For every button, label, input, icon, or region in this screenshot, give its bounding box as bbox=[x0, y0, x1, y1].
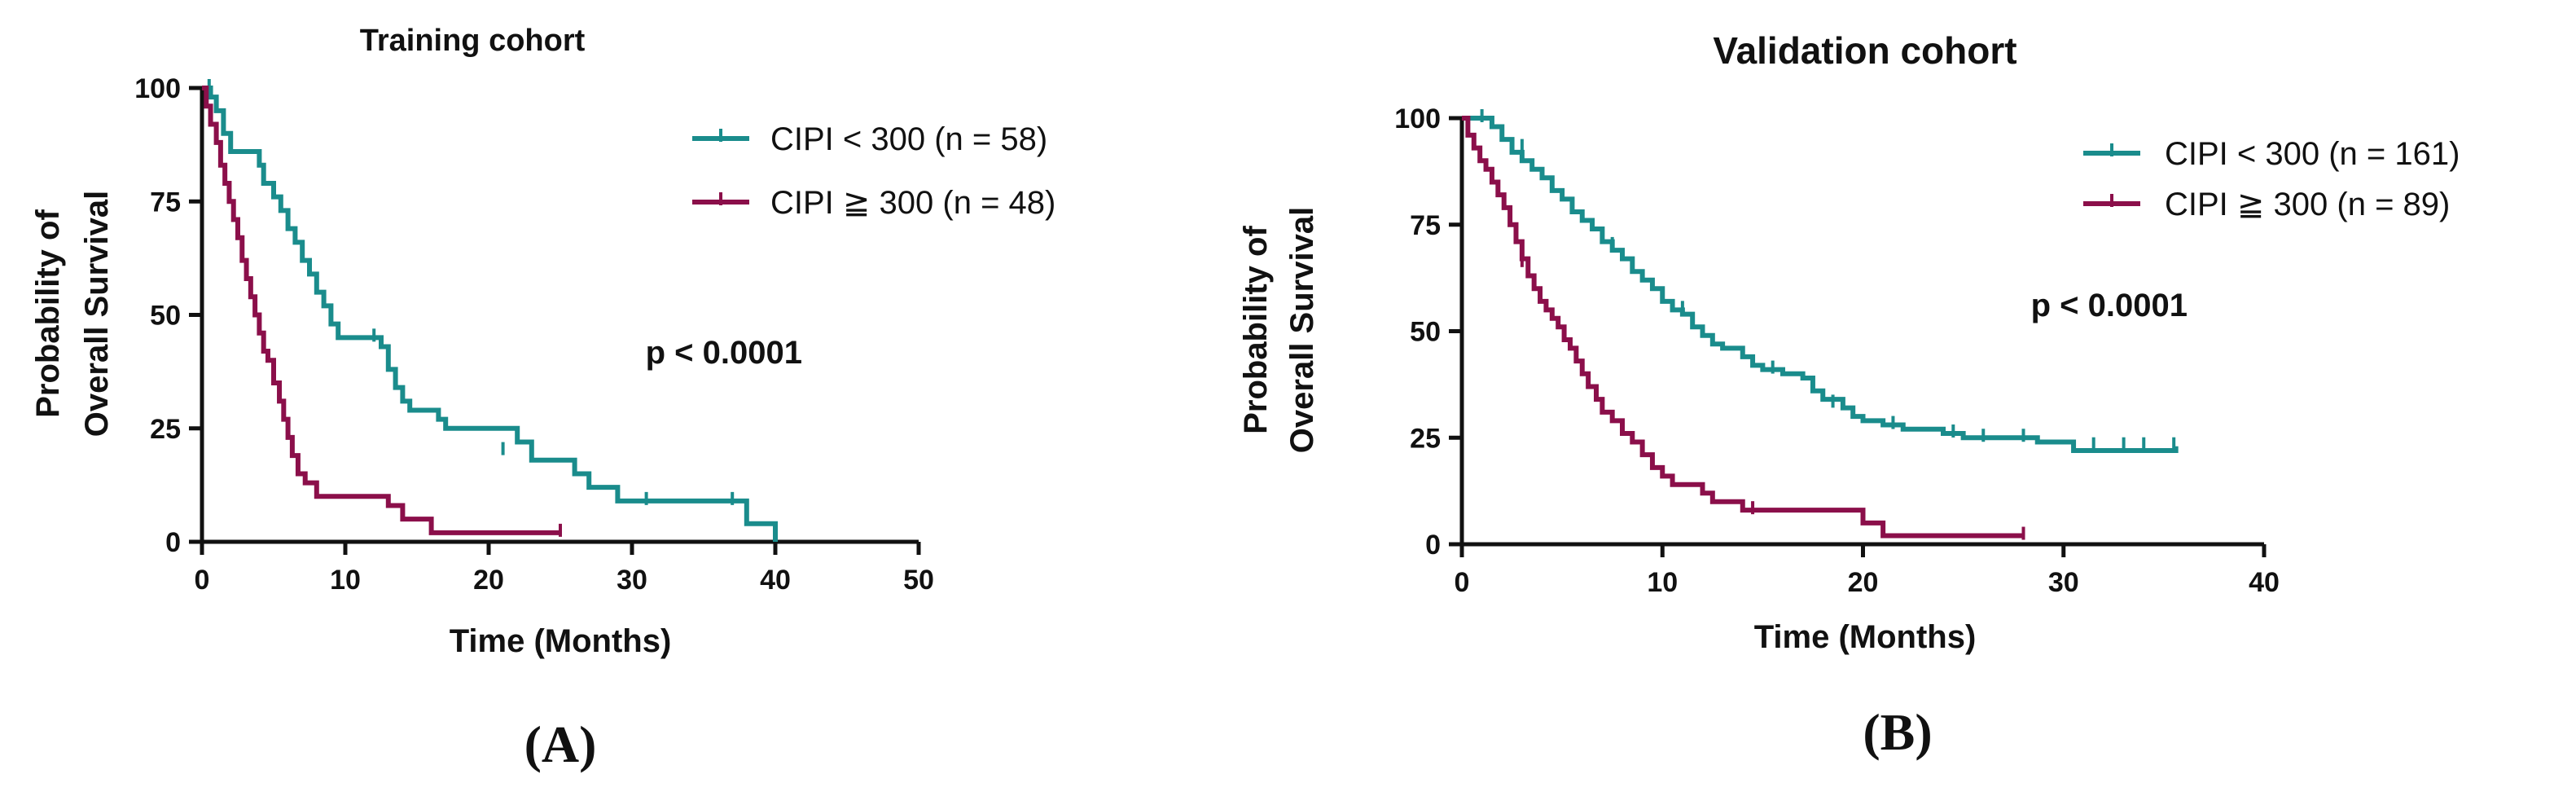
p-value-annotation: p < 0.0001 bbox=[646, 335, 802, 371]
x-axis-label: Time (Months) bbox=[450, 623, 672, 659]
x-tick-label: 0 bbox=[1455, 567, 1470, 598]
chart-panel-a: Training cohort 0 10 20 30 40 50 0 25 50 75 100 Time… bbox=[30, 24, 1055, 773]
legend-entry: CIPI ≧ 300 (n = 48) bbox=[770, 185, 1055, 221]
p-value-annotation: p < 0.0001 bbox=[2031, 288, 2188, 323]
y-tick-label: 100 bbox=[134, 73, 181, 104]
km-curve-high-risk bbox=[1462, 116, 2024, 539]
x-tick-label: 20 bbox=[1848, 567, 1879, 598]
y-tick-label: 25 bbox=[150, 414, 181, 445]
x-tick-label: 10 bbox=[1647, 567, 1678, 598]
x-tick-label: 30 bbox=[617, 565, 647, 596]
y-axis-label-line2: Overall Survival bbox=[79, 191, 115, 437]
km-curve-low-risk bbox=[202, 86, 778, 542]
x-axis-label: Time (Months) bbox=[1754, 619, 1977, 655]
panel-label: (B) bbox=[1863, 703, 1932, 761]
y-tick-label: 100 bbox=[1394, 103, 1441, 134]
y-tick-label: 50 bbox=[1410, 317, 1441, 348]
km-curve-low-risk bbox=[1462, 116, 2179, 453]
y-tick-label: 50 bbox=[150, 301, 181, 332]
x-tick-label: 20 bbox=[473, 565, 504, 596]
x-tick-label: 40 bbox=[760, 565, 791, 596]
chart-title: Validation cohort bbox=[1713, 29, 2016, 72]
legend-entry: CIPI < 300 (n = 58) bbox=[770, 121, 1047, 157]
y-tick-label: 75 bbox=[1410, 210, 1441, 241]
km-curve-high-risk bbox=[202, 86, 560, 535]
legend-entry: CIPI ≧ 300 (n = 89) bbox=[2165, 187, 2450, 222]
chart-title: Training cohort bbox=[360, 24, 586, 58]
y-tick-label: 0 bbox=[1425, 530, 1441, 561]
legend-entry: CIPI < 300 (n = 161) bbox=[2165, 136, 2460, 172]
x-tick-label: 30 bbox=[2048, 567, 2079, 598]
y-axis-label-line1: Probability of bbox=[1238, 226, 1274, 434]
y-axis-label-line2: Overall Survival bbox=[1284, 207, 1320, 453]
chart-panel-b: Validation cohort 0 10 20 30 40 0 25 50 75 100 Time… bbox=[1238, 29, 2460, 761]
y-tick-label: 75 bbox=[150, 187, 181, 218]
x-tick-label: 40 bbox=[2249, 567, 2280, 598]
panel-label: (A) bbox=[524, 715, 597, 773]
y-tick-label: 25 bbox=[1410, 423, 1441, 454]
y-tick-label: 0 bbox=[165, 527, 181, 558]
y-axis-label-line1: Probability of bbox=[30, 209, 66, 418]
x-tick-label: 0 bbox=[195, 565, 210, 596]
x-tick-label: 10 bbox=[330, 565, 361, 596]
x-tick-label: 50 bbox=[903, 565, 934, 596]
